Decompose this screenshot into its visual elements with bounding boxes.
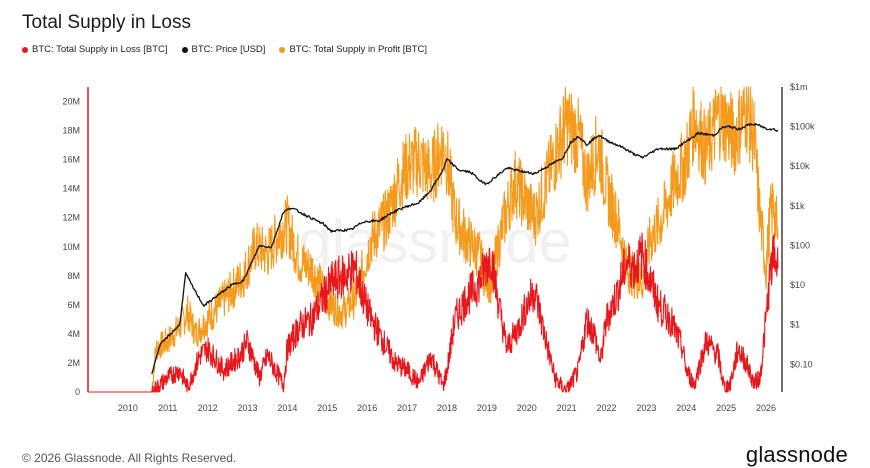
x-tick-label: 2020 (517, 403, 537, 413)
y-right-tick-label: $100 (790, 240, 810, 250)
y-right-tick-label: $1m (790, 82, 808, 92)
x-tick-label: 2013 (238, 403, 258, 413)
legend-label-supply-in-loss: BTC: Total Supply in Loss [BTC] (32, 44, 168, 55)
legend-label-supply-in-profit: BTC: Total Supply in Profit [BTC] (289, 44, 428, 55)
series-price (151, 122, 779, 375)
y-right-tick-label: $0.10 (790, 359, 813, 369)
y-left-tick-label: 0 (75, 387, 80, 397)
legend: BTC: Total Supply in Loss [BTC] BTC: Pri… (22, 44, 427, 55)
chart-title: Total Supply in Loss (22, 12, 191, 33)
legend-item-supply-in-loss[interactable]: BTC: Total Supply in Loss [BTC] (22, 44, 168, 55)
y-right-tick-label: $100k (790, 122, 815, 132)
y-left-tick-label: 12M (62, 213, 80, 223)
x-tick-label: 2010 (118, 403, 138, 413)
x-tick-label: 2018 (437, 403, 457, 413)
footer-copyright: © 2026 Glassnode. All Rights Reserved. (22, 451, 237, 465)
series-supply-in-profit (87, 86, 779, 393)
x-tick-label: 2016 (357, 403, 377, 413)
x-tick-label: 2015 (317, 403, 337, 413)
y-left-tick-label: 8M (67, 271, 80, 281)
y-left-tick-label: 6M (67, 300, 80, 310)
y-right-tick-label: $1k (790, 201, 805, 211)
y-right-tick-label: $10 (790, 280, 805, 290)
series-supply-in-loss (87, 232, 779, 393)
y-left-tick-label: 16M (62, 155, 80, 165)
brand-logo: glassnode (745, 442, 848, 467)
y-left-tick-label: 20M (62, 97, 80, 107)
x-tick-label: 2025 (716, 403, 736, 413)
legend-swatch-price (181, 46, 188, 53)
y-left-tick-label: 4M (67, 329, 80, 339)
x-tick-label: 2022 (596, 403, 616, 413)
legend-item-supply-in-profit[interactable]: BTC: Total Supply in Profit [BTC] (279, 44, 427, 55)
series-layer (87, 86, 779, 393)
legend-label-price: BTC: Price [USD] (191, 44, 266, 55)
y-right-tick-label: $1 (790, 320, 800, 330)
legend-item-price[interactable]: BTC: Price [USD] (181, 44, 266, 55)
x-tick-label: 2026 (756, 403, 776, 413)
legend-swatch-supply-in-loss (22, 46, 28, 53)
x-tick-label: 2019 (477, 403, 497, 413)
x-tick-label: 2017 (397, 403, 417, 413)
x-tick-label: 2014 (277, 403, 297, 413)
x-tick-label: 2023 (636, 403, 656, 413)
legend-swatch-supply-in-profit (279, 46, 286, 53)
x-tick-label: 2011 (158, 403, 177, 413)
x-tick-label: 2021 (557, 403, 577, 413)
y-left-tick-label: 2M (67, 358, 80, 368)
y-left-tick-label: 14M (62, 184, 80, 194)
x-tick-label: 2012 (198, 403, 218, 413)
x-tick-label: 2024 (676, 403, 696, 413)
y-left-tick-label: 10M (62, 242, 80, 252)
axis-layer: 0 2M 4M 6M 8M 10M 12M 14M 16M 18M 20M $0.10 $1 $10 $10… (62, 82, 815, 413)
y-right-tick-label: $10k (790, 161, 810, 171)
y-left-tick-label: 18M (62, 126, 80, 136)
